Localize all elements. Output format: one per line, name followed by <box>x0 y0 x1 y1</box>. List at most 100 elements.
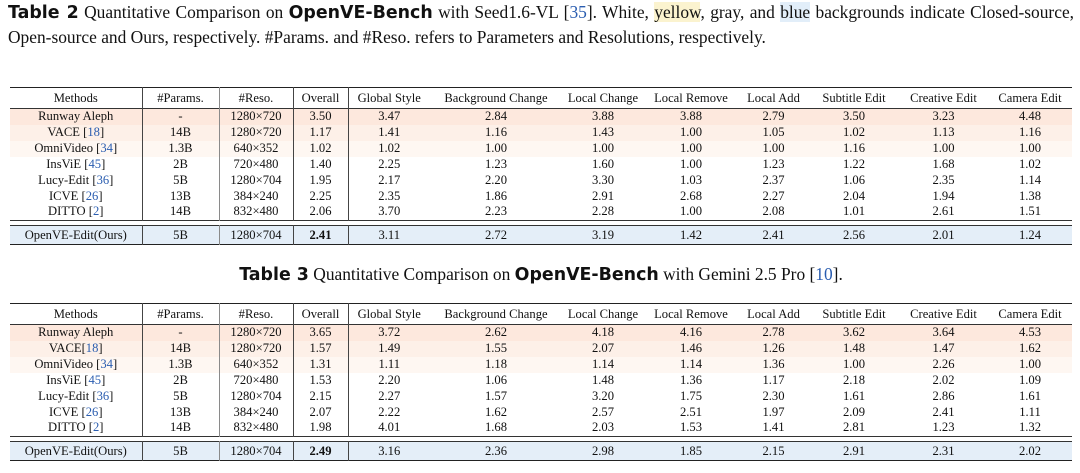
resolution-cell: 720×480 <box>219 372 294 389</box>
method-name: ICVE <box>48 188 82 203</box>
params-cell: 5B <box>142 172 220 189</box>
score-cell: 2.30 <box>738 388 809 405</box>
score-cell: 1.36 <box>738 356 809 373</box>
table-row: Lucy-Edit [36] 5B 1280×704 1.95 2.17 2.20 3.30… <box>10 172 1072 189</box>
score-cell: 3.62 <box>809 324 899 341</box>
score-cell: 1.48 <box>809 340 899 357</box>
column-header: Local Add <box>747 91 800 105</box>
resolution-cell: 832×480 <box>219 420 294 437</box>
score-cell: 1.55 <box>430 340 562 357</box>
overall-bold-value: 2.41 <box>309 228 332 243</box>
params-cell: 14B <box>142 124 220 141</box>
table3: Methods #Params. #Reso. Overall Global Style… <box>10 303 1072 461</box>
resolution-cell: 1280×704 <box>219 172 294 189</box>
score-cell: 2.41 <box>738 225 809 245</box>
overall-bold-value: 2.49 <box>309 444 332 459</box>
score-cell: 1.46 <box>644 340 738 357</box>
method-name: InsViE <box>46 156 85 171</box>
score-cell: 2.26 <box>899 356 988 373</box>
score-cell: 4.16 <box>644 324 738 341</box>
method-cell: DITTO [2] <box>10 204 143 221</box>
citation-link[interactable]: 2 <box>92 204 100 219</box>
score-cell: 1.42 <box>644 225 738 245</box>
citation-link[interactable]: 26 <box>85 188 99 203</box>
citation-bracket: [ <box>83 124 88 139</box>
score-cell: 2.86 <box>899 388 988 405</box>
score-cell: 1.00 <box>644 204 738 221</box>
score-cell: 2.41 <box>899 404 988 421</box>
citation-link[interactable]: 34 <box>100 140 113 155</box>
overall-cell: 3.50 <box>293 108 349 125</box>
citation-link[interactable]: 34 <box>100 356 113 371</box>
resolution-cell: 1280×704 <box>219 388 294 405</box>
score-cell: 1.32 <box>988 420 1072 437</box>
resolution-cell: 1280×720 <box>219 108 294 125</box>
method-name: Lucy-Edit <box>38 172 93 187</box>
score-cell: 3.88 <box>562 108 644 125</box>
score-cell: 2.78 <box>738 324 809 341</box>
citation-link[interactable]: 2 <box>92 420 100 435</box>
citation-bracket: ] <box>99 204 104 219</box>
citation-bracket: [ <box>81 340 86 355</box>
citation-link[interactable]: 18 <box>87 124 100 139</box>
citation-link[interactable]: 45 <box>88 372 102 387</box>
score-cell: 3.72 <box>348 324 430 341</box>
method-cell: OmniVideo [34] <box>10 356 143 373</box>
caption-text: Quantitative Comparison on <box>78 2 289 22</box>
citation-link[interactable]: 36 <box>96 388 110 403</box>
score-cell: 2.72 <box>430 225 562 245</box>
table-row: InsViE [45] 2B 720×480 1.40 2.25 1.23 1.60 1.00… <box>10 156 1072 173</box>
score-cell: 1.61 <box>988 388 1072 405</box>
column-header: #Reso. <box>219 87 294 109</box>
score-cell: 2.22 <box>348 404 430 421</box>
citation-bracket: ] <box>98 404 103 419</box>
score-cell: 1.00 <box>988 356 1072 373</box>
score-cell: 2.17 <box>348 172 430 189</box>
score-cell: 2.20 <box>348 372 430 389</box>
table-row: ICVE [26] 13B 384×240 2.25 2.35 1.86 2.91 2.68 2… <box>10 188 1072 205</box>
score-cell: 1.61 <box>809 388 899 405</box>
score-cell: 3.70 <box>348 204 430 221</box>
score-cell: 2.27 <box>348 388 430 405</box>
score-cell: 1.57 <box>430 388 562 405</box>
column-header: Background Change <box>444 91 548 105</box>
overall-cell: 2.25 <box>293 188 349 205</box>
table-row: Runway Aleph -1280×720 3.65 3.72 2.62 4.18 4.1… <box>10 324 1072 341</box>
citation-link[interactable]: 10 <box>815 264 833 284</box>
method-cell: OpenVE-Edit(Ours) <box>10 441 143 461</box>
method-cell: OpenVE-Edit(Ours) <box>10 225 143 245</box>
citation-link[interactable]: 36 <box>96 172 110 187</box>
table-row: VACE[18] 14B 1280×720 1.57 1.49 1.55 2.07 1.46 1… <box>10 340 1072 357</box>
table-row: Lucy-Edit [36] 5B 1280×704 2.15 2.27 1.57 3.20… <box>10 388 1072 405</box>
citation-link[interactable]: 35 <box>569 2 587 22</box>
citation-bracket: [ <box>84 156 89 171</box>
score-cell: 1.09 <box>988 372 1072 389</box>
citation-link[interactable]: 18 <box>85 340 99 355</box>
table2-label: Table 2 <box>8 3 79 23</box>
method-cell: ICVE [26] <box>10 188 143 205</box>
params-cell: 14B <box>142 204 220 221</box>
citation-bracket: ] <box>98 340 103 355</box>
score-cell: 2.04 <box>809 188 899 205</box>
method-cell: DITTO [2] <box>10 420 143 437</box>
header-row: Methods #Params. #Reso. Overall Global Style… <box>10 303 1072 325</box>
column-header: Global Style <box>357 91 421 105</box>
score-cell: 1.53 <box>644 420 738 437</box>
citation-link[interactable]: 45 <box>88 156 102 171</box>
score-cell: 2.36 <box>430 441 562 461</box>
citation-link[interactable]: 26 <box>85 404 99 419</box>
citation-bracket: ] <box>99 124 105 139</box>
score-cell: 1.14 <box>644 356 738 373</box>
caption-text: ]. <box>832 264 843 284</box>
resolution-cell: 384×240 <box>219 404 294 421</box>
resolution-cell: 384×240 <box>219 188 294 205</box>
table3-caption: Table 3 Quantitative Comparison on OpenV… <box>8 263 1074 288</box>
score-cell: 2.51 <box>644 404 738 421</box>
column-header: Global Style <box>357 307 421 321</box>
score-cell: 3.50 <box>809 108 899 125</box>
score-cell: 1.43 <box>562 124 644 141</box>
score-cell: 1.00 <box>899 140 988 157</box>
method-name: Runway Aleph <box>38 109 114 123</box>
score-cell: 1.06 <box>430 372 562 389</box>
overall-cell: 2.49 <box>293 441 349 461</box>
